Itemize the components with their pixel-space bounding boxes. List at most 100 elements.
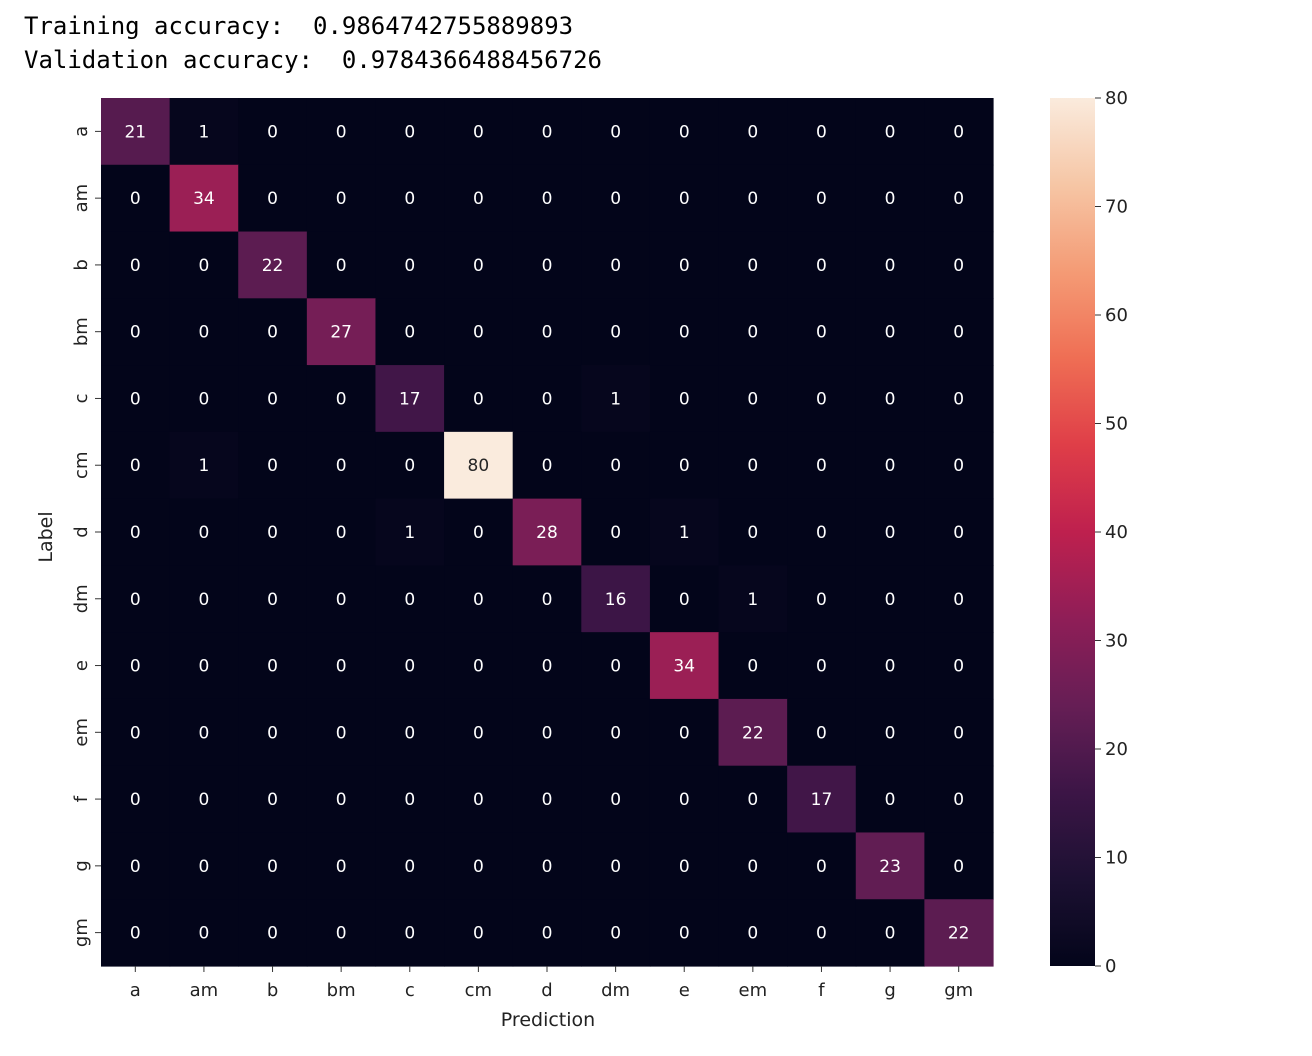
cell-value-label: 0 [542,189,553,209]
heatmap-cell [169,632,239,700]
heatmap-cell [444,498,514,566]
cell-value-label: 0 [610,122,621,142]
heatmap-cell [787,765,857,834]
cell-value-label: 0 [953,389,964,409]
heatmap-cell [718,565,788,633]
training-accuracy-value: 0.9864742755889893 [313,12,574,40]
y-tick-label: cm [71,452,92,479]
heatmap-cell [787,899,857,967]
cell-value-label: 0 [816,723,827,743]
heatmap-cell [375,832,445,900]
heatmap-cell [169,765,239,834]
cell-value-label: 0 [473,122,484,142]
heatmap-cell [444,98,514,166]
heatmap-cell [787,365,857,433]
heatmap-cell [169,431,239,500]
heatmap-cell [169,498,239,566]
cell-value-label: 0 [336,657,347,677]
cell-value-label: 0 [885,723,896,743]
cell-value-label: 0 [953,857,964,877]
cell-value-label: 0 [953,590,964,610]
heatmap-cell [238,698,308,767]
colorbar-tick-label: 80 [1105,88,1128,109]
cell-value-label: 0 [336,857,347,877]
heatmap-cell [238,498,308,566]
colorbar-tick-label: 0 [1105,956,1116,977]
cell-value-label: 0 [130,657,141,677]
heatmap-cell [375,765,445,834]
heatmap-cell [649,298,720,366]
cell-value-label: 0 [336,924,347,944]
x-tick-label: cm [465,980,492,1001]
cell-value-label: 0 [747,790,758,810]
cell-value-label: 80 [468,456,490,476]
cell-value-label: 0 [336,256,347,276]
heatmap-cell [649,164,720,233]
cell-value-label: 0 [336,523,347,543]
cell-value-label: 0 [130,323,141,343]
heatmap-cell [306,765,377,834]
heatmap-cell [306,899,377,967]
cell-value-label: 0 [473,389,484,409]
heatmap-cell [512,498,582,566]
heatmap-cell [306,832,377,900]
heatmap-cell [444,565,514,633]
cell-value-label: 28 [536,523,558,543]
heatmap-cell [581,431,651,500]
x-tick-label: gm [944,980,973,1001]
training-accuracy-label: Training accuracy: [24,12,285,40]
cell-value-label: 0 [816,323,827,343]
cell-value-label: 0 [679,723,690,743]
cell-value-label: 0 [404,657,415,677]
cell-value-label: 0 [542,590,553,610]
cell-value-label: 0 [747,122,758,142]
cell-value-label: 0 [885,189,896,209]
cell-value-label: 0 [473,924,484,944]
heatmap-cell [512,298,582,366]
heatmap-cell [101,498,171,566]
heatmap-cell [581,899,651,967]
cell-value-label: 22 [262,256,284,276]
cell-value-label: 1 [610,389,621,409]
x-tick-label: em [739,980,768,1001]
cell-value-label: 0 [610,456,621,476]
cell-annotations: 21 1 0 0 0 0 0 0 0 0 0 0 0 0 34 0 0 0 0 0 0 0 0 0 0 0 0 0 22 0 0 0 0 0 0 0 0… [124,122,969,943]
cell-value-label: 0 [542,924,553,944]
heatmap-cell [787,565,857,633]
x-axis: a am b bm c cm d dm e em f g gm [130,966,973,1001]
heatmap-cell [238,98,308,166]
heatmap-cell [787,164,857,233]
heatmap-cell [444,832,514,900]
heatmap-cell [101,365,171,433]
cell-value-label: 0 [816,590,827,610]
cell-value-label: 0 [542,256,553,276]
cell-value-label: 0 [336,122,347,142]
heatmap-cell [306,298,377,366]
cell-value-label: 1 [404,523,415,543]
cell-value-label: 0 [267,456,278,476]
cell-value-label: 0 [267,122,278,142]
cell-value-label: 34 [193,189,215,209]
heatmap-cell [924,632,994,700]
cell-value-label: 0 [610,523,621,543]
cell-value-label: 0 [130,790,141,810]
x-tick-label: b [267,980,278,1001]
cell-value-label: 17 [811,790,833,810]
heatmap-cell [581,765,651,834]
cell-value-label: 0 [404,456,415,476]
cell-value-label: 17 [399,389,421,409]
cell-value-label: 27 [330,323,352,343]
y-tick-label: am [71,184,92,213]
cell-value-label: 0 [130,189,141,209]
cell-value-label: 1 [199,456,210,476]
heatmap-cell [855,765,925,834]
cell-value-label: 0 [885,657,896,677]
heatmap-cell [787,431,857,500]
heatmap-cell [101,231,171,299]
heatmap-cell [855,899,925,967]
cell-value-label: 0 [473,657,484,677]
cell-value-label: 22 [948,924,970,944]
heatmap-cell [375,698,445,767]
heatmap-cell [306,498,377,566]
heatmap-cell [855,565,925,633]
